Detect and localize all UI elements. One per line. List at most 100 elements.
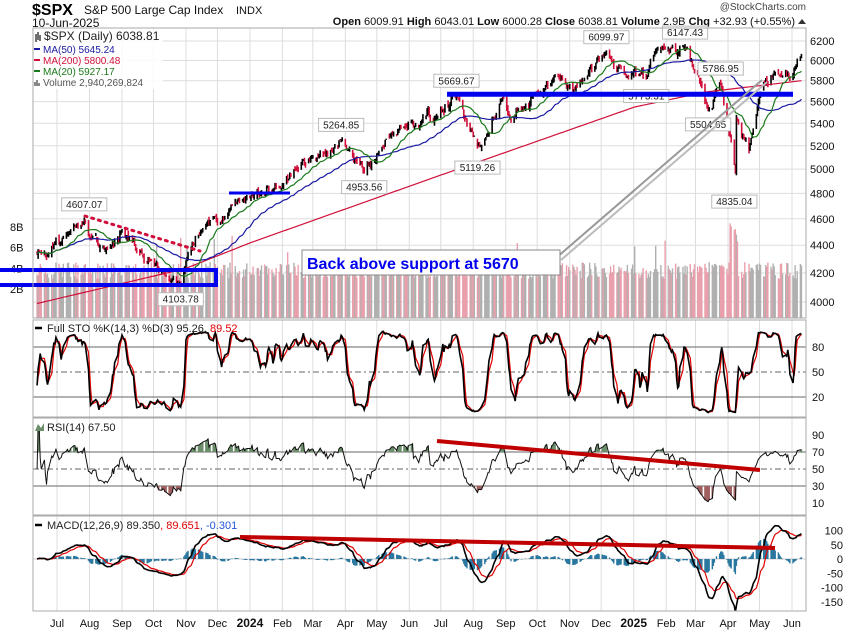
macd-panel: [33, 524, 806, 611]
x-tick-label: Feb: [657, 618, 676, 630]
y-tick-label: 5400: [810, 118, 834, 130]
sto-legend-text: Full STO %K(14,3) %D(3) 95.26, 89.52: [47, 323, 238, 335]
price-label-box: [61, 197, 108, 212]
price-label-box: [583, 30, 630, 45]
watermark: @StockCharts.com: [720, 2, 806, 13]
volume-legend: Volume 2,940,269,824: [43, 78, 144, 89]
volume-value: 2.9B: [663, 16, 686, 28]
macd-trendline[interactable]: [239, 535, 776, 550]
y-tick-label: 4200: [810, 268, 834, 280]
macd-hist-value: , -0.301: [200, 520, 237, 532]
rsi-trendline[interactable]: [436, 439, 761, 472]
price-label-box: [318, 117, 365, 132]
y-tick-label: 6000: [810, 56, 834, 68]
x-tick-label: Jul: [434, 618, 448, 630]
volume-bars: [36, 223, 803, 318]
candlestick-icon: [35, 32, 41, 42]
callout-box[interactable]: [301, 249, 561, 276]
price-label: 5786.95: [703, 64, 740, 75]
sto-tick-label: 20: [812, 392, 824, 404]
x-tick-label: Aug: [80, 618, 100, 630]
index-name: S&P 500 Large Cap Index: [84, 3, 223, 17]
callout-arrow-line-shadow: [560, 81, 768, 261]
panel-frames: [32, 27, 807, 612]
callout-text: Back above support at 5670: [307, 256, 519, 273]
x-tick-label: Oct: [529, 618, 546, 630]
ma20-line: [36, 48, 802, 277]
exchange: INDX: [236, 5, 263, 17]
rsi-tick-label: 90: [812, 430, 824, 442]
price-label: 5669.67: [438, 76, 475, 87]
macd-legend: MACD(12,26,9) 89.350, 89.651, -0.301: [35, 520, 237, 532]
sto-k-line: [36, 330, 802, 414]
price-label-box: [433, 73, 480, 88]
price-label: 4835.04: [716, 197, 753, 208]
macd-signal-value: , 89.651: [160, 520, 200, 532]
x-tick-label: Feb: [273, 618, 292, 630]
x-tick-label: Mar: [303, 618, 322, 630]
rsi-panel: [33, 426, 806, 503]
chart-date: 10-Jun-2025: [32, 16, 100, 30]
symbol: $SPX: [32, 2, 73, 19]
macd-tick-label: -50: [827, 568, 843, 580]
rsi-legend-text: RSI(14) 67.50: [47, 422, 115, 434]
low-value: 6000.28: [502, 16, 542, 28]
x-tick-label: 2025: [620, 616, 647, 630]
macd-tick-label: -150: [821, 597, 843, 609]
x-tick-label: May: [366, 618, 387, 630]
high-value: 6043.01: [434, 16, 474, 28]
price-labels: 4607.07 4103.78 5264.85 4953.56 5669.67 5119.…: [61, 25, 758, 307]
price-label: 5264.85: [323, 120, 360, 131]
price-label: 4953.56: [346, 183, 383, 194]
axes: Jul Aug Sep Oct Nov Dec 2024 Feb Mar Apr May Jun Jul…: [10, 36, 843, 630]
chg-value: +32.93 (+0.55%): [713, 16, 795, 28]
x-tick-label: Nov: [176, 618, 196, 630]
close-value: 6038.81: [578, 16, 618, 28]
open-label: Open: [333, 16, 361, 28]
chg-label: Chg: [689, 16, 710, 28]
close-label: Close: [545, 16, 575, 28]
price-label-box: [697, 61, 744, 76]
quote-summary: Open 6009.91 High 6043.01 Low 6000.28 Cl…: [333, 16, 795, 28]
x-tick-label: 2024: [237, 616, 264, 630]
sto-tick-label: 80: [812, 342, 824, 354]
ma50-line: [36, 59, 802, 261]
x-tick-label: Apr: [337, 618, 354, 630]
ma20-legend: MA(20) 5927.17: [43, 67, 115, 78]
x-tick-label: Apr: [719, 618, 736, 630]
y-tick-label: 5800: [810, 76, 834, 88]
y-tick-label: 5000: [810, 164, 834, 176]
y-tick-label: 5200: [810, 141, 834, 153]
price-label-box: [454, 160, 501, 175]
up-triangle-icon[interactable]: [798, 19, 806, 24]
rsi-tick-label: 50: [812, 464, 824, 476]
y-tick-label: 6200: [810, 36, 834, 48]
x-tick-label: Oct: [145, 618, 162, 630]
moving-averages: [36, 48, 802, 305]
support-box-2023[interactable]: [0, 268, 218, 287]
sto-legend: Full STO %K(14,3) %D(3) 95.26, 89.52: [35, 323, 238, 335]
callout-arrow-line: [555, 79, 763, 259]
ma200-line: [36, 80, 802, 305]
volume-tick-label: 6B: [10, 243, 23, 255]
price-legend: $SPX (Daily) 6038.81 MA(50) 5645.24 MA(2…: [33, 29, 163, 89]
x-tick-label: Nov: [560, 618, 580, 630]
sto-d-value: 89.52: [207, 323, 238, 335]
rsi-icon: [35, 423, 44, 431]
x-tick-label: Sep: [112, 618, 132, 630]
rsi-tick-label: 30: [812, 481, 824, 493]
resistance-dotted-trendline[interactable]: [83, 214, 202, 253]
price-legend-text: $SPX (Daily) 6038.81: [44, 29, 160, 43]
y-tick-label: 4000: [810, 297, 834, 309]
rsi-line: [36, 426, 802, 503]
stochastic-panel: [33, 330, 806, 414]
open-value: 6009.91: [364, 16, 404, 28]
x-tick-label: Dec: [208, 618, 228, 630]
macd-tick-label: 0: [837, 554, 843, 566]
price-label-box: [341, 180, 388, 195]
volume-tick-label: 2B: [10, 284, 23, 296]
low-label: Low: [477, 16, 499, 28]
y-tick-label: 4600: [810, 214, 834, 226]
volume-label: Volume: [621, 16, 660, 28]
